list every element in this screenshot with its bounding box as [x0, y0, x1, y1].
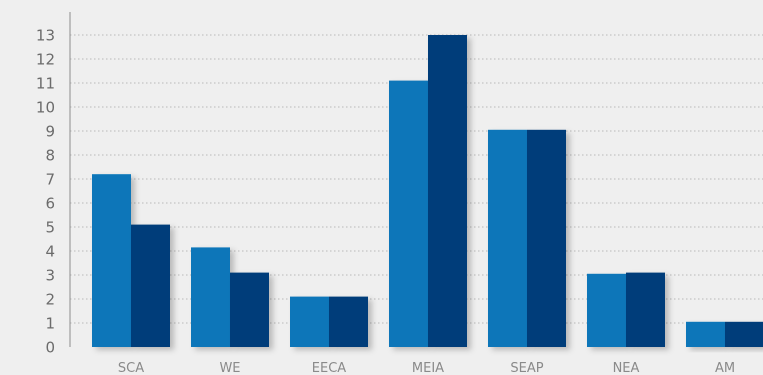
- y-tick-label: 2: [45, 291, 55, 309]
- bar-we-series-2: [230, 272, 269, 347]
- y-tick-label: 9: [45, 123, 55, 141]
- y-tick-label: 8: [45, 147, 55, 165]
- bar-nea-series-2: [626, 272, 665, 347]
- y-tick-label: 0: [45, 339, 55, 357]
- x-category-label: SEAP: [510, 361, 543, 375]
- bar-am-series-1: [686, 321, 725, 347]
- bar-nea-series-1: [587, 273, 626, 347]
- x-category-label: AM: [715, 361, 735, 375]
- x-category-label: EECA: [312, 361, 347, 375]
- y-tick-label: 11: [36, 75, 55, 93]
- y-tick-label: 1: [45, 315, 55, 333]
- y-tick-label: 12: [36, 51, 55, 69]
- bar-am-series-2: [725, 321, 763, 347]
- bar-we-series-1: [191, 247, 230, 347]
- y-tick-label: 5: [45, 219, 55, 237]
- y-tick-label: 4: [45, 243, 55, 261]
- x-category-label: MEIA: [412, 361, 444, 375]
- bars: [92, 35, 763, 347]
- y-tick-label: 7: [45, 171, 55, 189]
- bar-eeca-series-2: [329, 296, 368, 347]
- bar-seap-series-1: [488, 129, 527, 347]
- x-category-label: SCA: [118, 361, 144, 375]
- y-tick-label: 6: [45, 195, 55, 213]
- bar-sca-series-1: [92, 174, 131, 347]
- bar-sca-series-2: [131, 224, 170, 347]
- y-tick-label: 10: [36, 99, 55, 117]
- bar-meia-series-1: [389, 80, 428, 347]
- y-tick-label: 3: [45, 267, 55, 285]
- bar-eeca-series-1: [290, 296, 329, 347]
- bar-meia-series-2: [428, 35, 467, 347]
- y-tick-label: 13: [36, 27, 55, 45]
- x-category-label: WE: [219, 361, 240, 375]
- x-axis-category-labels: SCA WE EECA MEIA SEAP NEA AM: [118, 361, 735, 375]
- bar-seap-series-2: [527, 129, 566, 347]
- x-category-label: NEA: [613, 361, 640, 375]
